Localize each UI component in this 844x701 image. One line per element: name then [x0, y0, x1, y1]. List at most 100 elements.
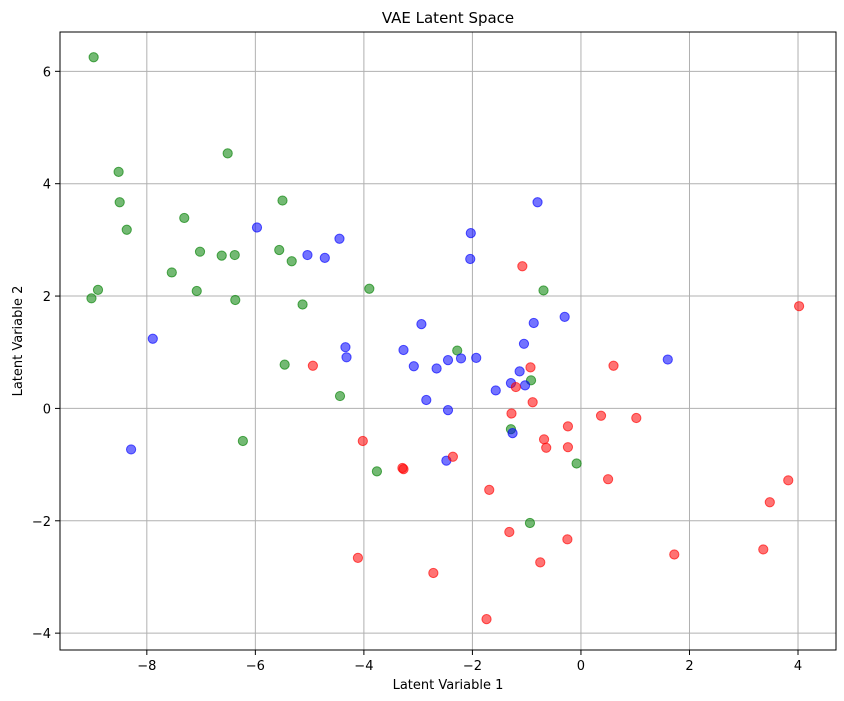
grid-lines: [60, 32, 836, 650]
scatter-point: [357, 435, 368, 447]
data-points: [86, 52, 805, 625]
scatter-point: [532, 197, 543, 208]
scatter-point: [319, 252, 330, 263]
scatter-point: [465, 253, 476, 265]
scatter-point: [562, 534, 573, 545]
scatter-point: [571, 458, 582, 469]
scatter-point: [277, 195, 288, 206]
y-tick-label: 6: [43, 65, 51, 80]
scatter-point: [517, 261, 528, 272]
scatter-point: [302, 249, 313, 261]
scatter-point: [113, 166, 124, 177]
x-tick-label: −2: [463, 659, 482, 674]
axis-ticks: −8 −6 −4 −2 0 2 4 −4 −2 0 2 4 6: [32, 65, 802, 674]
scatter-point: [518, 338, 530, 349]
x-tick-label: 2: [685, 659, 693, 674]
chart-title: VAE Latent Space: [382, 9, 514, 27]
scatter-point: [538, 434, 550, 445]
plot-frame: [59, 31, 837, 651]
scatter-point: [229, 249, 240, 261]
scatter-point: [669, 549, 680, 560]
scatter-point: [442, 355, 454, 366]
scatter-point: [398, 344, 409, 356]
y-tick-label: −4: [32, 627, 51, 642]
scatter-point: [416, 319, 427, 330]
y-tick-label: 0: [43, 402, 51, 417]
scatter-point: [114, 197, 125, 208]
scatter-point: [608, 360, 619, 371]
scatter-point: [538, 285, 549, 296]
x-tick-label: 0: [577, 659, 585, 674]
scatter-point: [535, 557, 546, 568]
scatter-point: [455, 353, 467, 364]
scatter-point: [408, 361, 419, 372]
scatter-point: [92, 284, 104, 295]
scatter-point: [166, 267, 177, 278]
scatter-point: [559, 311, 570, 322]
scatter-point: [793, 301, 805, 312]
x-tick-label: −8: [137, 659, 156, 674]
y-tick-label: −2: [32, 515, 51, 530]
scatter-point: [758, 544, 769, 555]
scatter-point: [662, 354, 673, 365]
scatter-point: [279, 359, 290, 370]
scatter-point: [506, 408, 517, 419]
scatter-point: [510, 381, 521, 393]
scatter-point: [524, 517, 536, 529]
scatter-point: [222, 148, 233, 159]
scatter-point: [764, 497, 775, 508]
y-tick-label: 4: [43, 178, 51, 193]
scatter-point: [481, 614, 492, 625]
scatter-point: [352, 552, 364, 563]
scatter-point: [179, 212, 190, 224]
x-axis-label: Latent Variable 1: [393, 678, 504, 693]
scatter-point: [364, 283, 375, 294]
scatter-point: [121, 224, 132, 235]
scatter-point: [147, 333, 158, 344]
scatter-point: [631, 412, 642, 424]
scatter-point: [528, 317, 539, 329]
scatter-point: [274, 244, 285, 256]
scatter-point: [86, 293, 97, 304]
scatter-point: [428, 567, 439, 579]
x-tick-label: −6: [246, 659, 265, 674]
scatter-point: [286, 256, 297, 267]
scatter-point: [562, 442, 574, 453]
scatter-point: [431, 363, 442, 374]
scatter-point: [783, 475, 794, 486]
scatter-point: [307, 360, 318, 371]
scatter-point: [447, 451, 458, 462]
scatter-point: [484, 484, 495, 495]
x-tick-label: −4: [354, 659, 373, 674]
scatter-point: [230, 294, 241, 306]
scatter-point: [421, 394, 432, 406]
x-tick-label: 4: [794, 659, 802, 674]
y-axis-label: Latent Variable 2: [11, 286, 26, 397]
scatter-point: [341, 352, 352, 363]
scatter-point: [398, 463, 409, 475]
scatter-point: [562, 421, 574, 432]
scatter-point: [251, 222, 263, 233]
scatter-point: [334, 233, 345, 244]
scatter-point: [371, 466, 383, 477]
scatter-point: [507, 428, 518, 439]
scatter-point: [125, 444, 137, 455]
y-tick-label: 2: [43, 290, 51, 305]
scatter-point: [194, 246, 206, 257]
scatter-point: [442, 405, 454, 416]
scatter-point: [237, 435, 248, 447]
scatter-point: [527, 397, 538, 408]
scatter-point: [541, 442, 552, 453]
scatter-point: [465, 228, 476, 239]
scatter-point: [297, 299, 308, 310]
scatter-point: [88, 52, 99, 63]
scatter-point: [514, 366, 525, 377]
scatter-point: [504, 526, 515, 538]
scatter-point: [525, 362, 536, 373]
scatter-point: [216, 250, 227, 261]
scatter-point: [340, 342, 351, 353]
scatter-point: [471, 352, 482, 363]
scatter-point: [602, 474, 614, 485]
scatter-point: [595, 410, 607, 421]
